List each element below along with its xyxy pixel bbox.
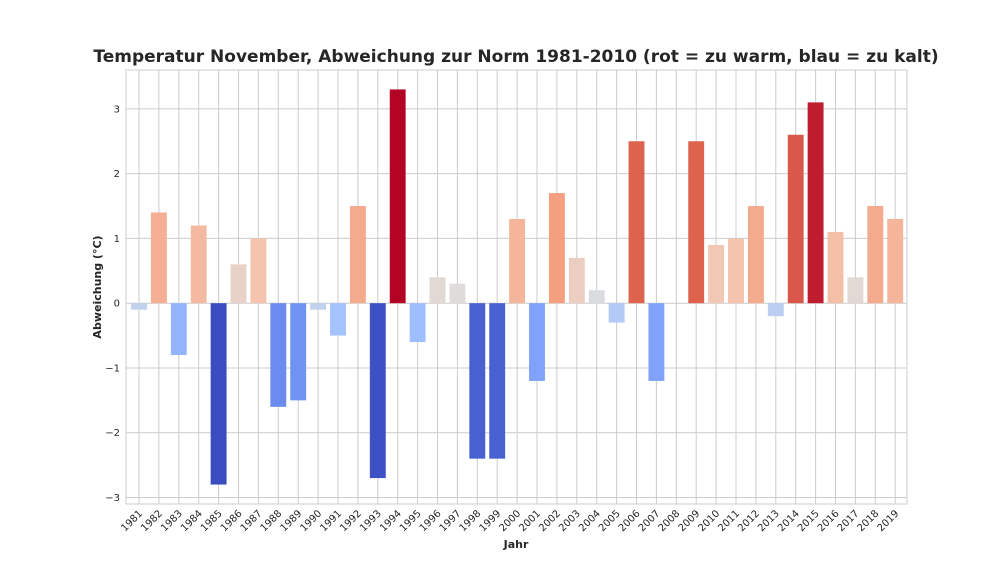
- bar-1986: [230, 264, 247, 304]
- bar-1981: [131, 303, 147, 310]
- y-tick-label: 3: [114, 104, 120, 115]
- bar-2018: [867, 206, 884, 304]
- bar-1993: [369, 303, 386, 479]
- bar-1999: [489, 303, 506, 459]
- y-tick-label: 1: [114, 234, 120, 245]
- y-tick-label: 0: [114, 299, 120, 310]
- bar-2009: [688, 141, 705, 304]
- bar-1983: [170, 303, 187, 356]
- y-tick-label: −3: [105, 493, 120, 504]
- y-tick-label: −1: [105, 363, 120, 374]
- bar-2001: [529, 303, 545, 381]
- bar-1988: [270, 303, 287, 407]
- bar-1992: [349, 206, 366, 304]
- bar-1987: [250, 238, 267, 304]
- bar-1990: [310, 303, 327, 310]
- y-tick-label: −2: [105, 428, 120, 439]
- bar-2016: [827, 231, 844, 304]
- bar-1991: [330, 303, 346, 336]
- bar-2010: [708, 244, 725, 304]
- bar-2006: [628, 141, 645, 304]
- bar-2013: [767, 303, 784, 317]
- bar-2015: [807, 102, 824, 304]
- plot-area: [125, 69, 908, 505]
- bar-2012: [747, 206, 764, 304]
- bar-2011: [728, 238, 744, 304]
- bar-2019: [887, 218, 904, 304]
- bar-2003: [568, 257, 585, 304]
- bar-1998: [469, 303, 486, 459]
- bar-2000: [509, 218, 526, 304]
- y-axis-label: Abweichung (°C): [91, 235, 104, 338]
- bar-2002: [548, 193, 565, 304]
- bar-2007: [648, 303, 665, 381]
- bar-2005: [608, 303, 625, 323]
- y-tick-label: 2: [114, 169, 120, 180]
- bar-1997: [449, 283, 466, 304]
- bar-2004: [588, 290, 605, 304]
- bar-1982: [150, 212, 167, 304]
- bar-2017: [847, 277, 864, 304]
- bar-1984: [190, 225, 207, 304]
- bar-1995: [409, 303, 426, 343]
- bar-1985: [210, 303, 227, 485]
- bar-1994: [389, 89, 406, 304]
- y-tick-labels: −3 −2 −1 0 1 2 3: [105, 104, 120, 504]
- bars: [131, 89, 904, 485]
- x-axis-label: Jahr: [503, 538, 529, 551]
- bar-1989: [290, 303, 307, 401]
- chart-title: Temperatur November, Abweichung zur Norm…: [93, 47, 938, 67]
- bar-2014: [787, 134, 804, 304]
- bar-1996: [429, 277, 446, 304]
